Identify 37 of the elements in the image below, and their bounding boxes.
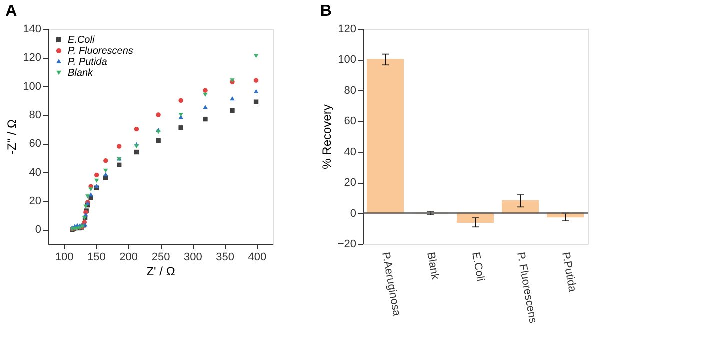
chart-title: A [6, 3, 18, 20]
y-tick-label: 20 [344, 177, 356, 190]
y-tick-label: 0 [35, 224, 42, 236]
x-tick-label: 200 [120, 252, 138, 264]
x-tick-label: 350 [216, 252, 234, 264]
legend-label: Blank [68, 68, 94, 79]
legend-label: P. Putida [68, 57, 108, 68]
y-tick-label: 40 [344, 146, 356, 158]
x-tick-label: P.Putida [560, 251, 579, 294]
x-tick-label: 300 [184, 252, 202, 264]
y-tick-label: 80 [29, 110, 42, 122]
y-tick-label: 100 [23, 80, 42, 93]
x-tick-label: Blank [424, 251, 442, 282]
y-tick-label: 100 [338, 54, 356, 66]
y-axis-title: % Recovery [320, 104, 334, 170]
x-axis-title: Z' / Ω [146, 264, 176, 278]
x-tick-label: 100 [55, 252, 74, 264]
x-tick-label: 150 [88, 252, 106, 264]
y-tick-label: 0 [350, 208, 356, 220]
y-axis-title: -Z'' / Ω [5, 120, 20, 154]
y-tick-label: 60 [29, 138, 42, 150]
legend-label: E.Coli [68, 35, 96, 46]
x-tick-label: P.Aeruginosa [380, 251, 403, 318]
y-tick-label: 20 [29, 196, 42, 208]
y-tick-label: 80 [344, 84, 356, 97]
x-tick-label: 400 [248, 252, 267, 264]
x-tick-label: E.Coli [470, 251, 487, 282]
chart-title: B [320, 3, 332, 20]
y-tick-label: 120 [23, 52, 42, 64]
legend-label: P. Fluorescens [68, 46, 134, 57]
y-tick-label: 60 [344, 116, 356, 128]
y-tick-label: 140 [23, 24, 42, 36]
x-tick-label: P. Fluorescens [514, 251, 539, 325]
y-tick-label: 120 [338, 24, 356, 36]
y-tick-label: −20 [338, 238, 356, 250]
y-tick-label: 40 [29, 166, 42, 179]
x-tick-label: 250 [152, 252, 170, 264]
